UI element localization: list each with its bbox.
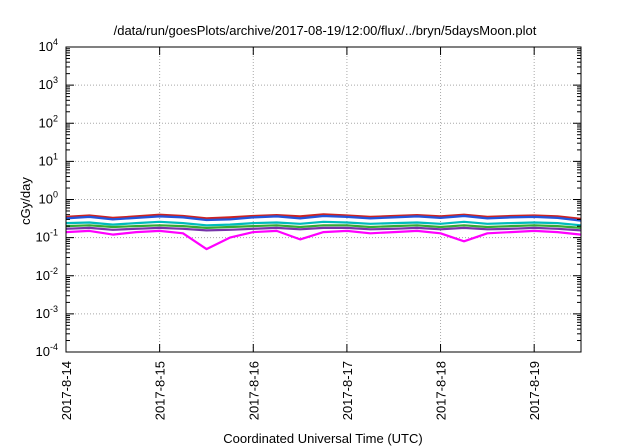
y-tick-label: 100 — [39, 190, 58, 207]
x-tick-label: 2017-8-16 — [246, 361, 261, 420]
y-tick-label: 104 — [39, 37, 58, 54]
tick-labels: 10-4 10-3 10-2 10-1 100 101 102 103 104 2017-8-14… — [36, 37, 543, 420]
y-tick-label: 10-4 — [36, 342, 58, 359]
x-tick-label: 2017-8-17 — [340, 361, 355, 420]
plot-frame — [65, 46, 582, 353]
series-line-2 — [65, 214, 582, 222]
series-layer — [65, 213, 582, 251]
y-tick-label: 10-3 — [36, 304, 58, 321]
x-tick-label: 2017-8-19 — [527, 361, 542, 420]
series-line-5 — [65, 226, 582, 232]
y-tick-label: 103 — [39, 75, 58, 92]
series-line-4 — [65, 224, 582, 229]
y-tick-label: 101 — [39, 151, 58, 168]
series-line-3 — [65, 220, 582, 227]
x-tick-label: 2017-8-15 — [153, 361, 168, 420]
y-tick-label: 10-2 — [36, 266, 58, 283]
x-axis-label: Coordinated Universal Time (UTC) — [223, 431, 422, 446]
y-axis-label: cGy/day — [18, 177, 33, 225]
x-tick-label: 2017-8-14 — [59, 361, 74, 420]
chart-title: /data/run/goesPlots/archive/2017-08-19/1… — [114, 23, 537, 38]
series-line-1 — [65, 213, 582, 220]
y-tick-label: 102 — [39, 113, 58, 130]
grid — [65, 47, 581, 352]
x-tick-label: 2017-8-18 — [434, 361, 449, 420]
series-line-6 — [65, 229, 582, 251]
y-tick-label: 10-1 — [36, 228, 58, 245]
axes — [65, 46, 582, 353]
